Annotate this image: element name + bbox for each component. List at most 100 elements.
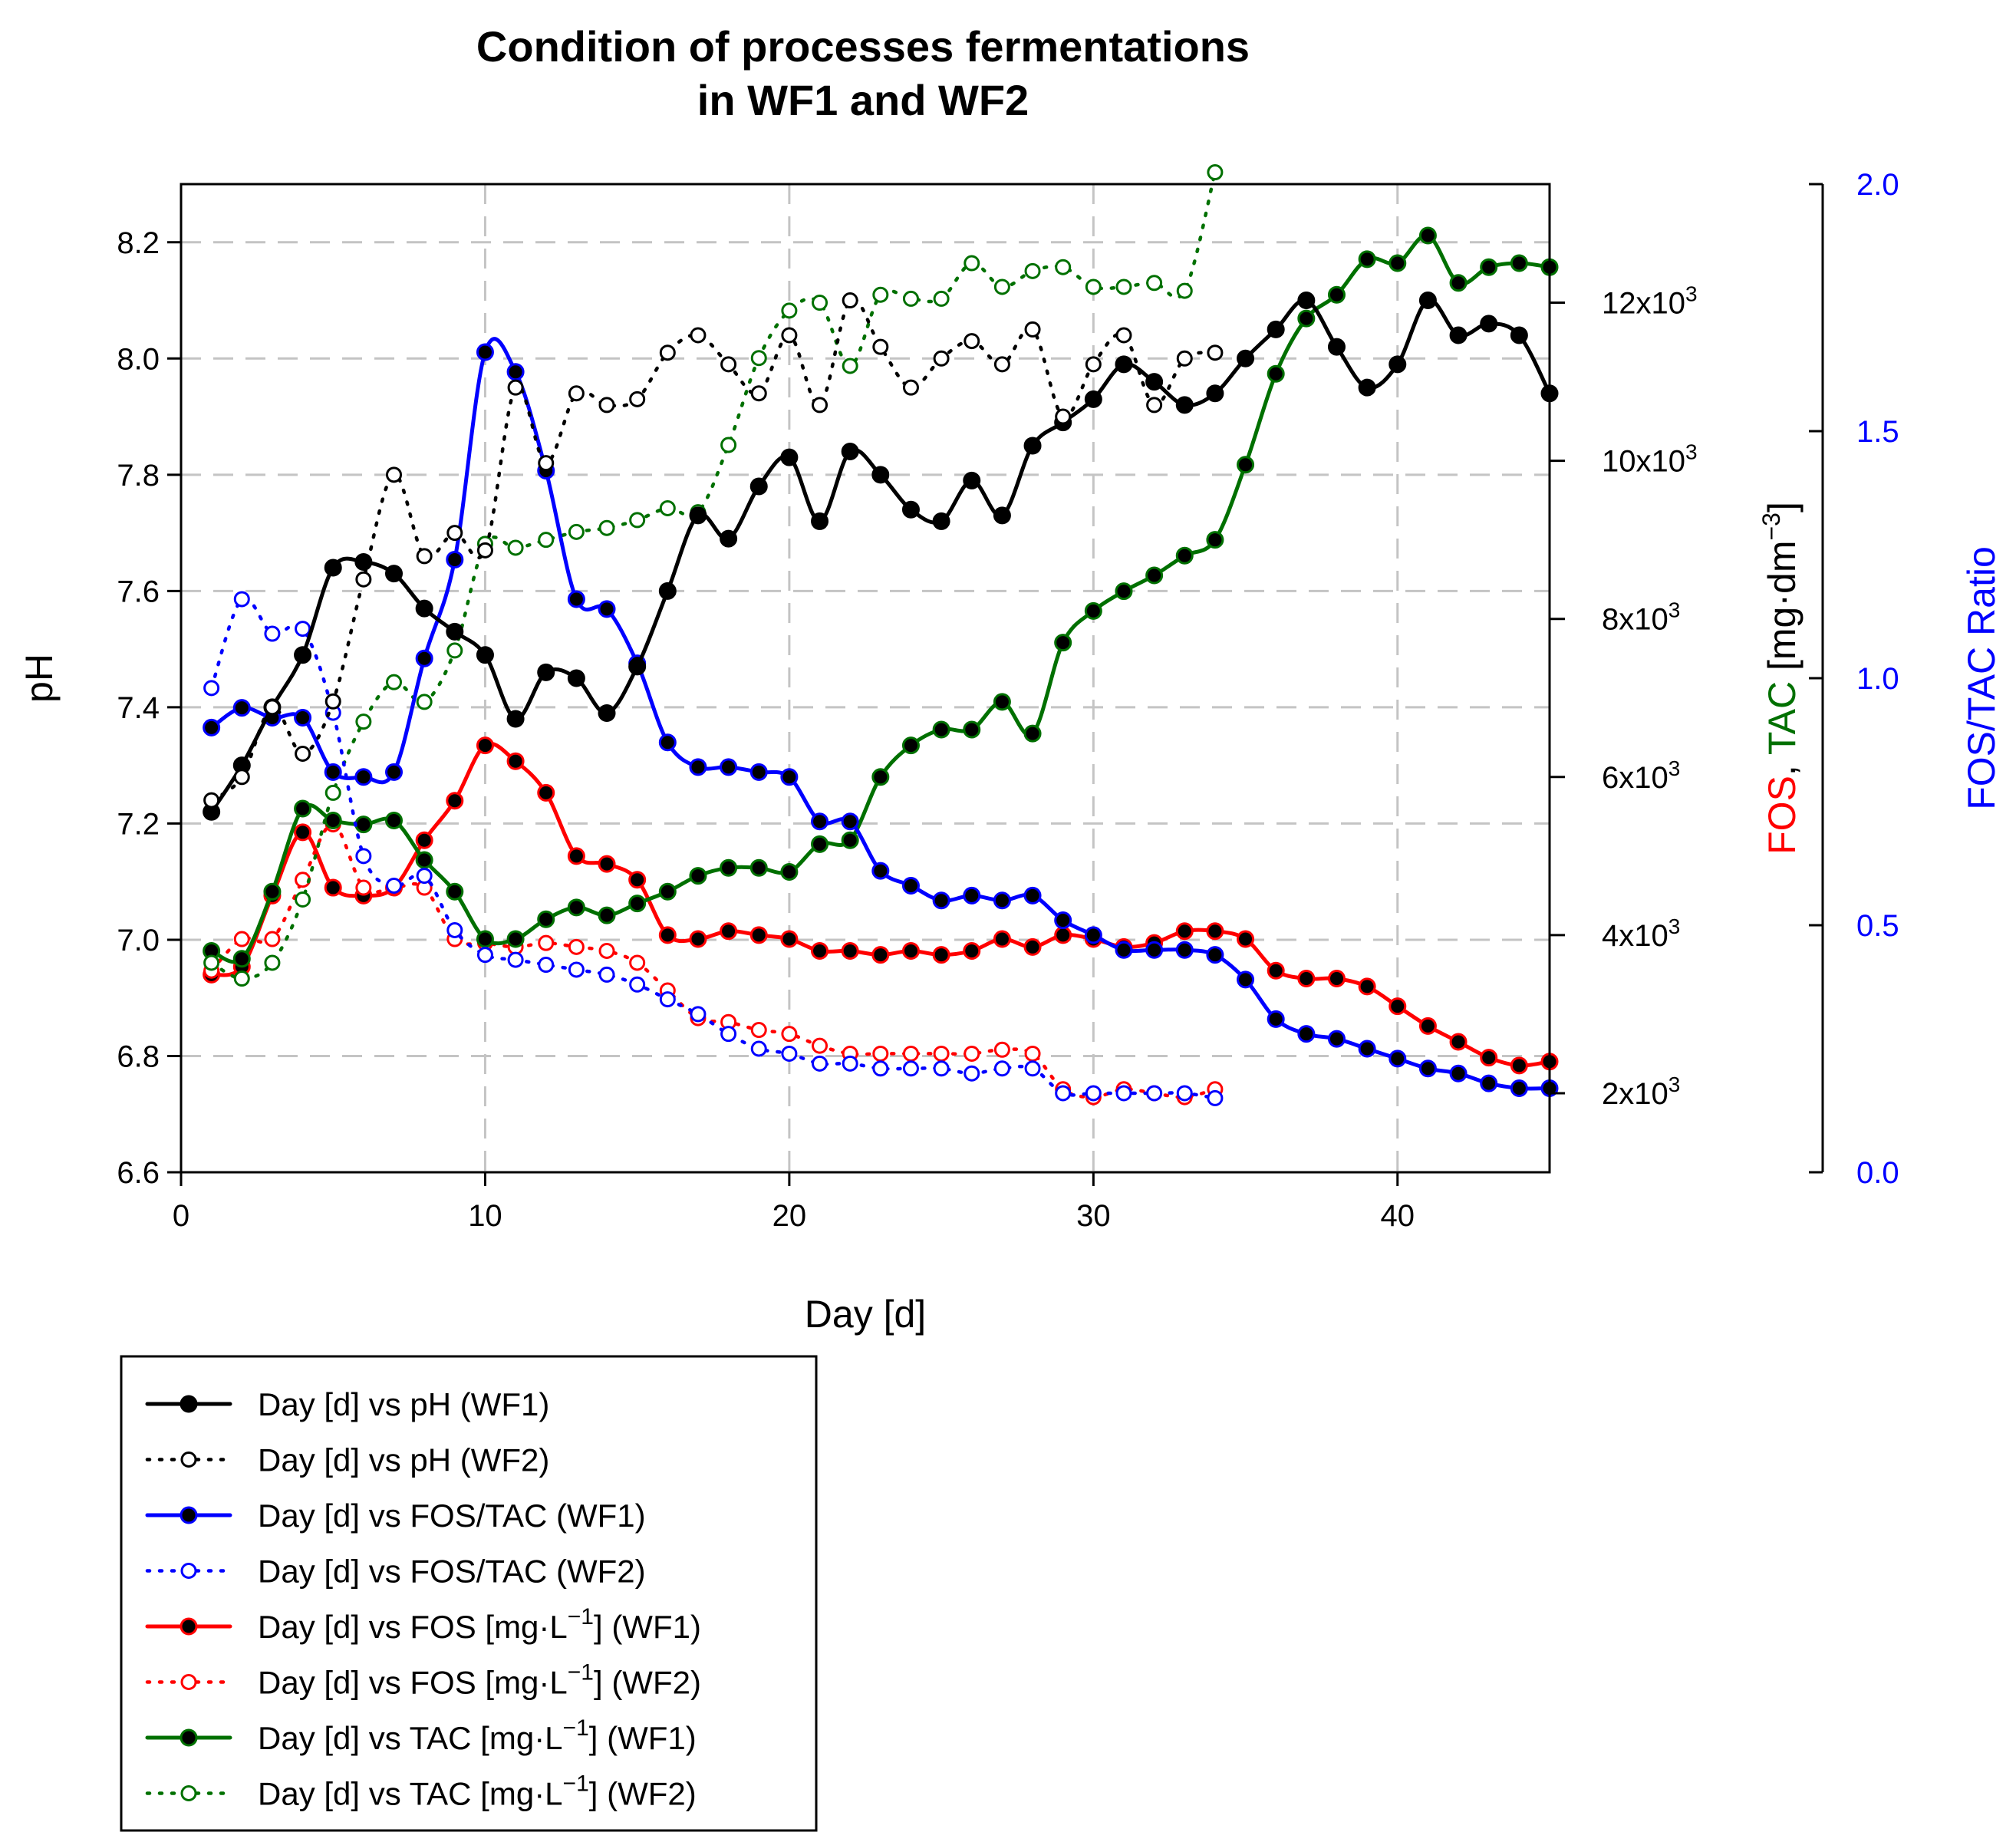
data-point bbox=[294, 646, 312, 664]
data-point bbox=[932, 512, 950, 530]
data-point bbox=[416, 868, 433, 885]
legend-label: Day [d] vs FOS [mg·L−1] (WF1) bbox=[258, 1604, 701, 1645]
y-left-tick-label: 7.0 bbox=[117, 924, 160, 957]
y-right-tick-label: 12x103 bbox=[1602, 282, 1698, 321]
data-point bbox=[1449, 326, 1468, 344]
data-point bbox=[781, 302, 798, 319]
data-point bbox=[476, 542, 493, 559]
data-point bbox=[506, 363, 525, 381]
data-point bbox=[933, 1060, 950, 1077]
legend-label: Day [d] vs pH (WF1) bbox=[258, 1386, 549, 1422]
y-right-tick-label: 8x103 bbox=[1602, 598, 1680, 637]
series-day-d-vs-fos-mg-l-1-wf1- bbox=[203, 736, 1559, 1075]
data-point bbox=[1054, 926, 1072, 944]
data-point bbox=[507, 951, 524, 968]
data-point bbox=[446, 622, 464, 641]
data-point bbox=[963, 886, 981, 905]
data-point bbox=[507, 379, 524, 396]
x-tick-label: 30 bbox=[1076, 1199, 1111, 1233]
data-point bbox=[1115, 327, 1132, 344]
data-point bbox=[598, 855, 616, 873]
data-point bbox=[567, 898, 585, 917]
legend-box bbox=[120, 1355, 818, 1832]
data-point bbox=[1207, 1089, 1224, 1106]
data-point bbox=[720, 1026, 737, 1043]
data-point bbox=[263, 882, 282, 901]
legend-swatch-marker bbox=[180, 1785, 197, 1801]
data-point bbox=[416, 548, 433, 565]
data-point bbox=[416, 694, 433, 710]
data-point bbox=[355, 571, 372, 588]
data-point bbox=[749, 763, 768, 781]
data-point bbox=[1084, 926, 1102, 944]
data-point bbox=[1418, 292, 1437, 310]
data-point bbox=[901, 941, 920, 960]
series-line bbox=[209, 337, 1552, 1091]
data-point bbox=[233, 970, 250, 987]
data-point bbox=[506, 710, 525, 728]
data-point bbox=[812, 1055, 828, 1072]
data-point bbox=[811, 812, 829, 831]
data-point bbox=[1206, 384, 1224, 403]
data-point bbox=[659, 991, 676, 1008]
data-point bbox=[415, 649, 433, 667]
data-point bbox=[598, 397, 615, 414]
data-point bbox=[720, 529, 738, 548]
legend-swatch-marker bbox=[180, 1617, 198, 1636]
data-point bbox=[537, 783, 555, 802]
data-point bbox=[1480, 1049, 1498, 1067]
data-point bbox=[1176, 350, 1193, 367]
data-point bbox=[1115, 582, 1133, 601]
data-point bbox=[294, 709, 312, 727]
y-left-tick-label: 7.6 bbox=[117, 575, 160, 608]
data-point bbox=[386, 674, 403, 690]
data-point bbox=[1267, 320, 1285, 338]
data-point bbox=[1085, 1085, 1102, 1102]
y-ratio-tick-label: 0.5 bbox=[1856, 909, 1899, 943]
data-point bbox=[446, 882, 464, 901]
data-point bbox=[993, 930, 1011, 948]
y-axis-left-label: pH bbox=[18, 654, 61, 703]
data-point bbox=[963, 471, 981, 489]
data-point bbox=[1207, 164, 1224, 181]
data-point bbox=[567, 847, 585, 865]
y-right-tick-label: 2x103 bbox=[1602, 1073, 1680, 1111]
data-point bbox=[598, 704, 616, 722]
data-point bbox=[324, 784, 341, 801]
data-point bbox=[1237, 349, 1255, 367]
data-point bbox=[598, 600, 616, 618]
legend-label: Day [d] vs FOS [mg·L−1] (WF2) bbox=[258, 1660, 701, 1701]
y-ratio-tick-label: 2.0 bbox=[1856, 168, 1899, 202]
y-left-tick-label: 6.6 bbox=[117, 1156, 160, 1190]
data-point bbox=[902, 1045, 919, 1062]
data-point bbox=[203, 718, 221, 736]
legend-label: Day [d] vs FOS/TAC (WF2) bbox=[258, 1554, 646, 1590]
data-point bbox=[1480, 1074, 1498, 1092]
data-point bbox=[1358, 250, 1376, 269]
data-point bbox=[232, 699, 251, 717]
data-point bbox=[689, 758, 707, 776]
data-point bbox=[324, 693, 341, 710]
legend-item: Day [d] vs pH (WF2) bbox=[145, 1442, 549, 1478]
data-point bbox=[1358, 977, 1376, 996]
y-right-label-part: TAC bbox=[1761, 681, 1804, 755]
data-point bbox=[933, 290, 950, 307]
data-point bbox=[1175, 922, 1194, 941]
data-point bbox=[628, 657, 647, 676]
data-point bbox=[1146, 397, 1163, 414]
y-ratio-tick-label: 0.0 bbox=[1856, 1156, 1899, 1190]
data-point bbox=[1024, 321, 1041, 338]
data-point bbox=[811, 941, 829, 960]
chart-title-line-2: in WF1 and WF2 bbox=[697, 76, 1029, 124]
data-point bbox=[780, 862, 799, 881]
data-point bbox=[872, 286, 889, 303]
data-point bbox=[232, 950, 251, 968]
legend-item: Day [d] vs FOS [mg·L−1] (WF2) bbox=[145, 1660, 701, 1701]
data-point bbox=[750, 385, 767, 402]
series-day-d-vs-ph-wf2- bbox=[203, 292, 1224, 809]
data-point bbox=[812, 295, 828, 311]
data-point bbox=[295, 891, 311, 908]
data-point bbox=[689, 930, 707, 948]
data-point bbox=[1297, 1025, 1316, 1043]
data-point bbox=[933, 1045, 950, 1062]
